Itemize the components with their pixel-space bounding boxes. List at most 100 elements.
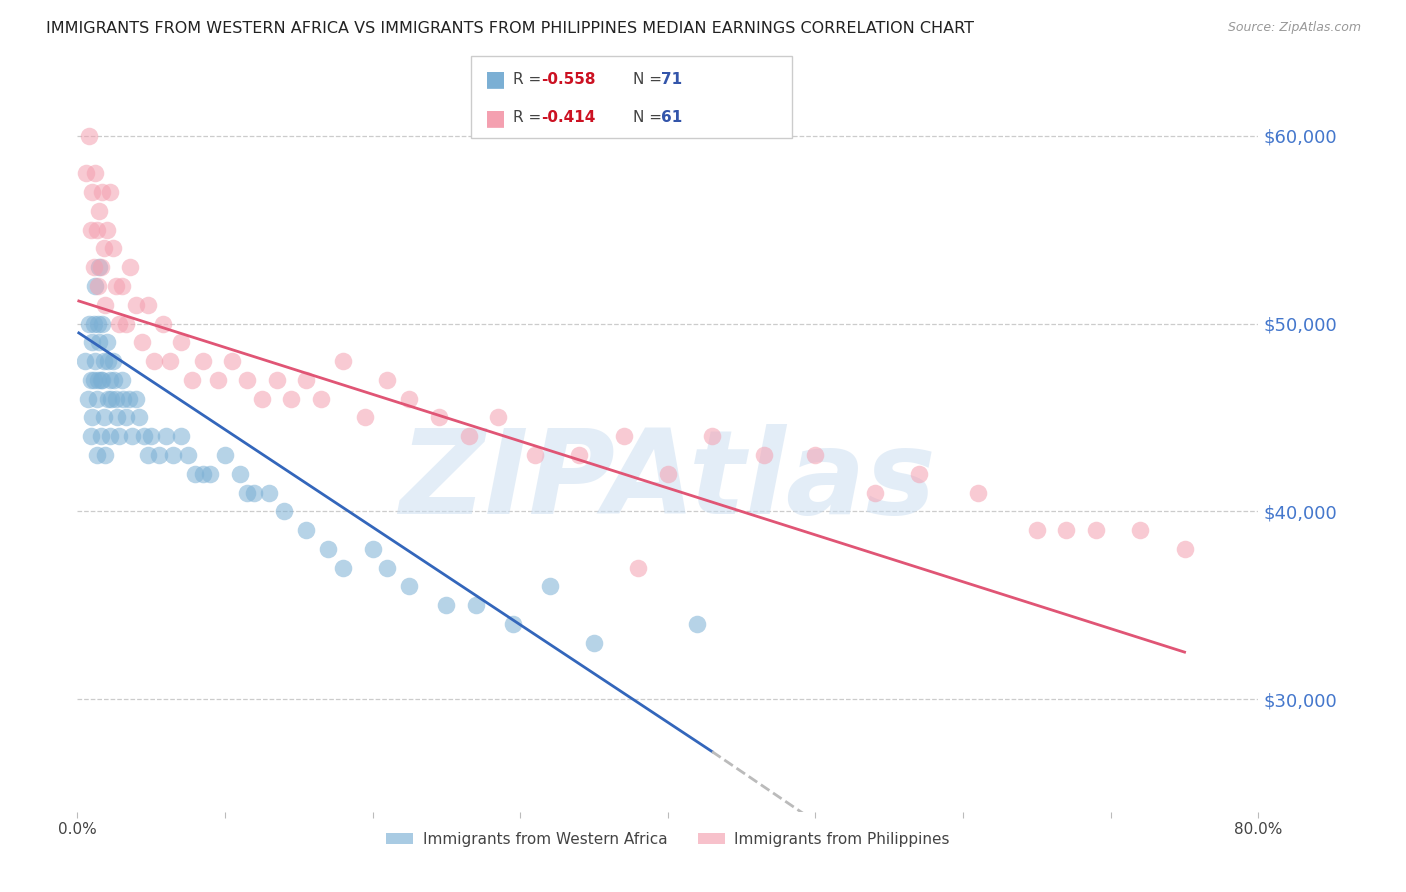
Point — [84, 279, 107, 293]
Point — [77, 128, 100, 143]
Point — [702, 429, 724, 443]
Point — [486, 410, 509, 425]
Point — [583, 636, 606, 650]
Point — [93, 410, 115, 425]
Point — [1056, 523, 1078, 537]
Point — [89, 203, 111, 218]
Point — [427, 410, 450, 425]
Point — [103, 373, 125, 387]
Point — [132, 429, 155, 443]
Point — [863, 485, 886, 500]
Point — [128, 410, 150, 425]
Text: 61: 61 — [661, 111, 682, 125]
Point — [354, 410, 377, 425]
Point — [75, 166, 97, 180]
Point — [105, 410, 128, 425]
Point — [100, 392, 122, 406]
Point — [98, 429, 121, 443]
Point — [152, 317, 174, 331]
Point — [96, 335, 118, 350]
Point — [91, 373, 114, 387]
Point — [89, 260, 111, 275]
Point — [136, 448, 159, 462]
Point — [200, 467, 222, 481]
Point — [79, 429, 101, 443]
Point — [86, 222, 108, 236]
Point — [170, 335, 193, 350]
Point — [115, 317, 138, 331]
Point — [332, 560, 354, 574]
Point — [273, 504, 295, 518]
Point — [115, 410, 138, 425]
Point — [332, 354, 354, 368]
Point — [686, 617, 709, 632]
Point — [90, 373, 112, 387]
Point — [162, 448, 184, 462]
Point — [83, 373, 105, 387]
Point — [112, 392, 135, 406]
Point — [236, 485, 259, 500]
Point — [101, 354, 124, 368]
Point — [94, 448, 117, 462]
Point — [97, 392, 120, 406]
Text: R =: R = — [513, 111, 547, 125]
Point — [436, 598, 458, 612]
Point — [250, 392, 273, 406]
Text: -0.558: -0.558 — [541, 71, 596, 87]
Text: N =: N = — [633, 71, 666, 87]
Point — [159, 354, 181, 368]
Text: ■: ■ — [485, 70, 506, 89]
Point — [236, 373, 259, 387]
Point — [82, 185, 104, 199]
Point — [125, 298, 148, 312]
Point — [568, 448, 591, 462]
Text: ZIPAtlas: ZIPAtlas — [399, 424, 936, 539]
Point — [266, 373, 288, 387]
Point — [148, 448, 170, 462]
Point — [207, 373, 229, 387]
Point — [627, 560, 650, 574]
Text: IMMIGRANTS FROM WESTERN AFRICA VS IMMIGRANTS FROM PHILIPPINES MEDIAN EARNINGS CO: IMMIGRANTS FROM WESTERN AFRICA VS IMMIGR… — [46, 21, 974, 36]
Point — [83, 260, 105, 275]
Point — [86, 448, 108, 462]
Point — [94, 298, 117, 312]
Point — [457, 429, 479, 443]
Point — [120, 260, 142, 275]
Point — [118, 392, 141, 406]
Point — [1026, 523, 1049, 537]
Point — [131, 335, 153, 350]
Point — [398, 392, 420, 406]
Point — [657, 467, 679, 481]
Point — [524, 448, 547, 462]
Point — [87, 373, 110, 387]
Point — [90, 429, 112, 443]
Point — [752, 448, 775, 462]
Point — [155, 429, 177, 443]
Point — [91, 185, 114, 199]
Point — [804, 448, 827, 462]
Point — [76, 392, 98, 406]
Point — [84, 166, 107, 180]
Point — [98, 185, 121, 199]
Point — [97, 354, 120, 368]
Point — [170, 429, 193, 443]
Point — [83, 317, 105, 331]
Point — [295, 523, 318, 537]
Point — [191, 467, 214, 481]
Point — [967, 485, 990, 500]
Point — [398, 579, 420, 593]
Point — [98, 373, 121, 387]
Text: N =: N = — [633, 111, 666, 125]
Text: -0.414: -0.414 — [541, 111, 596, 125]
Legend: Immigrants from Western Africa, Immigrants from Philippines: Immigrants from Western Africa, Immigran… — [380, 826, 956, 853]
Point — [538, 579, 561, 593]
Point — [125, 392, 148, 406]
Point — [73, 354, 96, 368]
Point — [90, 260, 112, 275]
Point — [228, 467, 252, 481]
Point — [502, 617, 524, 632]
Point — [77, 317, 100, 331]
Point — [377, 560, 399, 574]
Point — [82, 410, 104, 425]
Point — [143, 354, 166, 368]
